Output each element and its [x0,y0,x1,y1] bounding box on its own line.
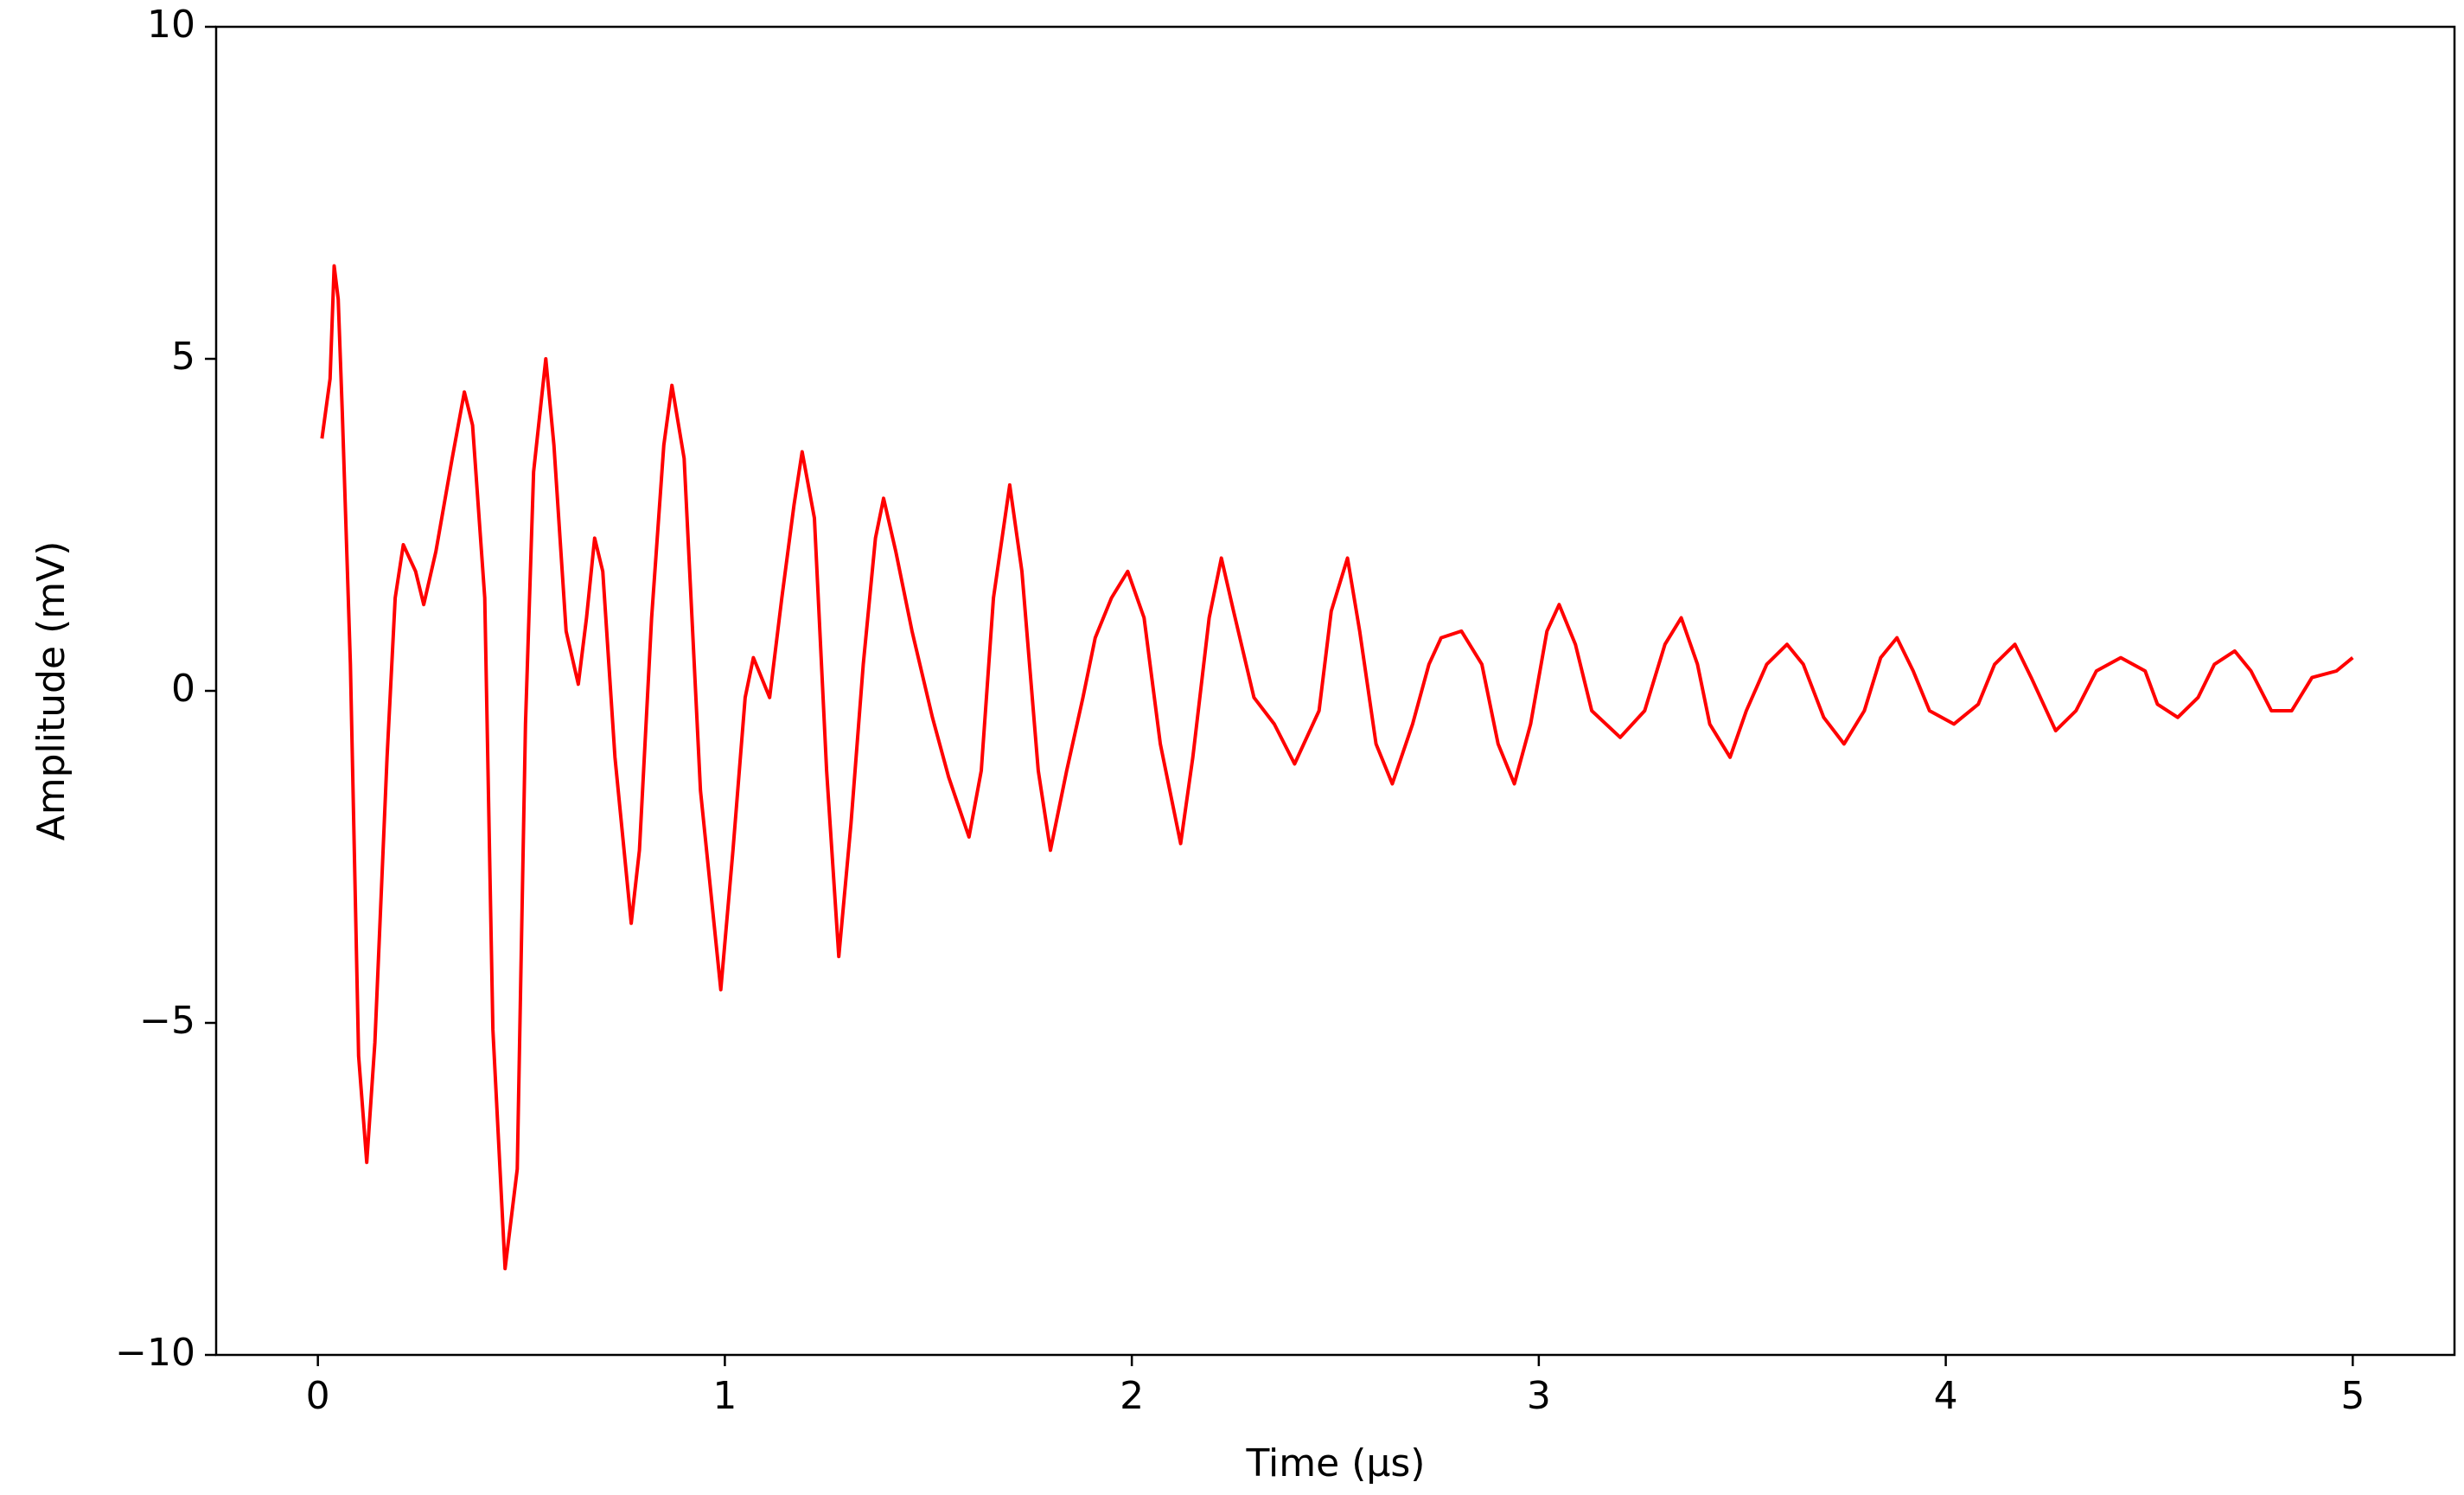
x-tick-label: 3 [1527,1374,1551,1418]
x-tick-label: 2 [1120,1374,1144,1418]
y-tick-label: −5 [139,999,195,1043]
y-tick-label: 10 [147,3,195,47]
y-tick-label: 5 [171,335,195,379]
x-tick-label: 5 [2340,1374,2365,1418]
x-tick-label: 0 [306,1374,330,1418]
y-tick-label: −10 [115,1331,195,1375]
x-tick-label: 4 [1934,1374,1958,1418]
y-axis-label: Amplitude (mV) [29,541,73,841]
x-axis-label: Time (µs) [1246,1441,1426,1485]
data-line [320,264,2354,1271]
x-tick-label: 1 [712,1374,737,1418]
y-tick-label: 0 [171,667,195,711]
plot-frame [214,25,2456,1357]
